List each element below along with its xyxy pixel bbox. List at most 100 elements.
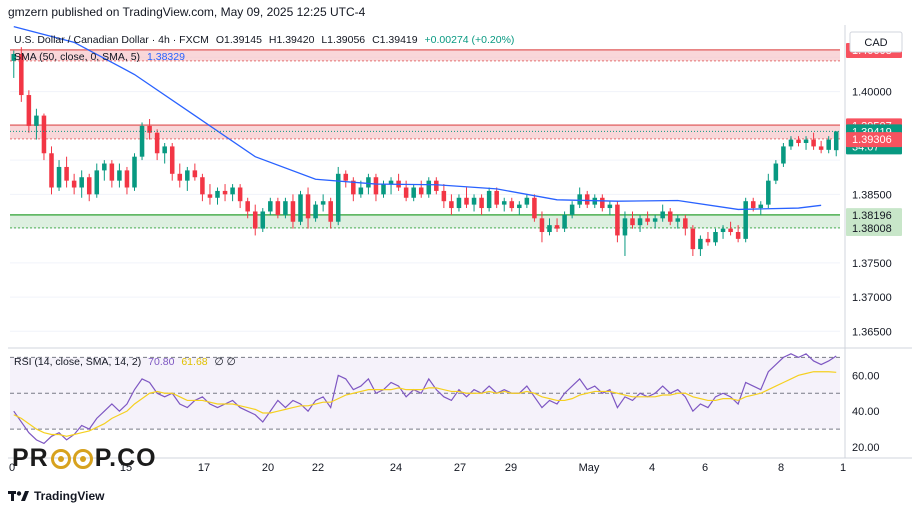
price-tag-support[interactable] bbox=[846, 208, 902, 224]
candle-body[interactable] bbox=[177, 173, 183, 181]
candle-body[interactable] bbox=[79, 177, 84, 188]
candle-body[interactable] bbox=[524, 197, 530, 205]
candle-body[interactable] bbox=[49, 153, 54, 188]
candle-body[interactable] bbox=[411, 187, 416, 198]
candle-body[interactable] bbox=[675, 218, 681, 222]
candle-body[interactable] bbox=[117, 170, 122, 181]
candle-body[interactable] bbox=[335, 173, 341, 222]
price-tag-level[interactable] bbox=[846, 132, 902, 148]
candle-body[interactable] bbox=[539, 218, 545, 233]
candle-body[interactable] bbox=[215, 190, 220, 198]
candle-body[interactable] bbox=[102, 163, 107, 171]
candle-body[interactable] bbox=[532, 197, 537, 219]
candle-body[interactable] bbox=[781, 146, 786, 164]
candle-body[interactable] bbox=[494, 190, 499, 205]
currency-box[interactable] bbox=[849, 31, 903, 53]
candle-body[interactable] bbox=[713, 232, 718, 243]
candle-body[interactable] bbox=[434, 180, 439, 191]
candle-body[interactable] bbox=[569, 204, 575, 215]
candle-body[interactable] bbox=[660, 211, 665, 219]
candle-body[interactable] bbox=[720, 228, 726, 233]
candle-body[interactable] bbox=[554, 225, 560, 229]
candle-body[interactable] bbox=[366, 177, 371, 188]
candle-body[interactable] bbox=[735, 232, 741, 239]
candle-body[interactable] bbox=[600, 197, 605, 209]
candle-body[interactable] bbox=[230, 187, 235, 195]
candle-body[interactable] bbox=[343, 173, 349, 181]
candle-body[interactable] bbox=[351, 180, 356, 195]
candle-body[interactable] bbox=[275, 201, 281, 215]
candle-body[interactable] bbox=[705, 238, 711, 243]
candle-body[interactable] bbox=[683, 218, 688, 229]
price-chart[interactable]: 1.400001.395001.385001.375001.370001.365… bbox=[0, 25, 912, 480]
candle-body[interactable] bbox=[547, 225, 552, 233]
candle-body[interactable] bbox=[728, 228, 733, 233]
candle-body[interactable] bbox=[796, 139, 801, 143]
candle-body[interactable] bbox=[803, 139, 809, 143]
candle-body[interactable] bbox=[313, 204, 318, 219]
candle-body[interactable] bbox=[811, 139, 816, 147]
candle-body[interactable] bbox=[200, 177, 205, 195]
candle-body[interactable] bbox=[788, 139, 794, 147]
candle-body[interactable] bbox=[290, 201, 296, 222]
candle-body[interactable] bbox=[509, 201, 515, 209]
candle-body[interactable] bbox=[418, 187, 424, 195]
candle-body[interactable] bbox=[34, 115, 39, 126]
candle-body[interactable] bbox=[305, 194, 311, 219]
candle-body[interactable] bbox=[766, 180, 771, 205]
tradingview-footer[interactable]: TradingView bbox=[8, 489, 104, 503]
candle-body[interactable] bbox=[381, 184, 386, 195]
candle-body[interactable] bbox=[192, 170, 198, 178]
candle-body[interactable] bbox=[637, 218, 643, 226]
candle-body[interactable] bbox=[584, 194, 590, 205]
candle-body[interactable] bbox=[471, 197, 477, 205]
candle-body[interactable] bbox=[237, 187, 243, 202]
candle-body[interactable] bbox=[328, 201, 333, 222]
candle-body[interactable] bbox=[667, 211, 673, 222]
candle-body[interactable] bbox=[11, 53, 17, 61]
chart-frame[interactable]: 1.400001.395001.385001.375001.370001.365… bbox=[0, 25, 912, 480]
candle-body[interactable] bbox=[818, 146, 824, 150]
candle-body[interactable] bbox=[169, 146, 175, 174]
candle-body[interactable] bbox=[147, 125, 152, 133]
candle-body[interactable] bbox=[403, 187, 409, 198]
candle-body[interactable] bbox=[64, 166, 69, 181]
candle-body[interactable] bbox=[758, 204, 764, 209]
candle-body[interactable] bbox=[607, 204, 613, 209]
candle-body[interactable] bbox=[562, 214, 567, 229]
candle-body[interactable] bbox=[652, 218, 658, 222]
candle-body[interactable] bbox=[645, 218, 650, 222]
candle-body[interactable] bbox=[207, 194, 213, 198]
candle-body[interactable] bbox=[260, 211, 266, 229]
candle-body[interactable] bbox=[124, 170, 130, 188]
candle-body[interactable] bbox=[185, 170, 190, 181]
candle-body[interactable] bbox=[517, 204, 522, 209]
candle-body[interactable] bbox=[162, 146, 167, 154]
candle-body[interactable] bbox=[622, 218, 628, 236]
candle-body[interactable] bbox=[501, 201, 507, 205]
candle-body[interactable] bbox=[320, 201, 326, 205]
candle-body[interactable] bbox=[690, 228, 696, 250]
candle-body[interactable] bbox=[750, 201, 756, 209]
candle-body[interactable] bbox=[71, 180, 77, 188]
candle-body[interactable] bbox=[486, 190, 492, 209]
candle-body[interactable] bbox=[615, 204, 620, 236]
candle-body[interactable] bbox=[456, 197, 462, 209]
candle-body[interactable] bbox=[833, 131, 839, 151]
candle-body[interactable] bbox=[109, 163, 115, 181]
candle-body[interactable] bbox=[132, 156, 137, 188]
candle-body[interactable] bbox=[41, 115, 47, 154]
price-tag-support[interactable] bbox=[846, 221, 902, 237]
candle-body[interactable] bbox=[577, 194, 582, 205]
candle-body[interactable] bbox=[479, 197, 484, 209]
candle-body[interactable] bbox=[426, 180, 432, 195]
candle-body[interactable] bbox=[630, 218, 635, 226]
candle-body[interactable] bbox=[86, 177, 92, 195]
candle-body[interactable] bbox=[139, 125, 145, 157]
candle-body[interactable] bbox=[388, 180, 394, 185]
candle-body[interactable] bbox=[94, 170, 100, 195]
candle-body[interactable] bbox=[222, 190, 228, 195]
candle-body[interactable] bbox=[373, 177, 379, 195]
candle-body[interactable] bbox=[441, 190, 447, 202]
candle-body[interactable] bbox=[245, 201, 250, 212]
